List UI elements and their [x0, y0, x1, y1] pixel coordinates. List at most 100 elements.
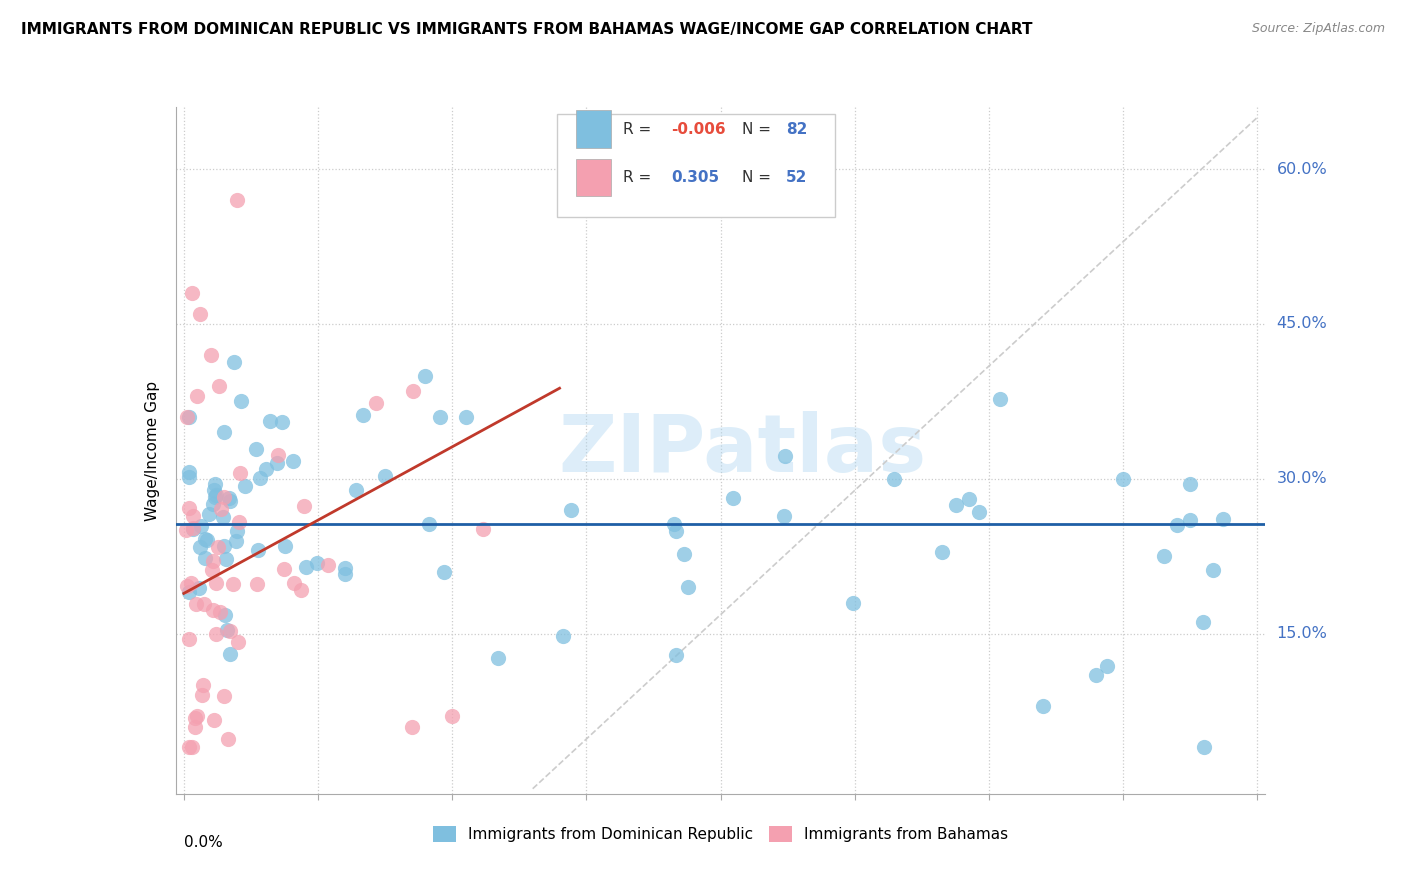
Point [215, 552, 238, 566]
Point [967, 505, 990, 519]
Point [1095, 659, 1118, 673]
Point [202, 713, 225, 727]
Point [176, 579, 198, 593]
Point [441, 709, 464, 723]
Point [352, 408, 374, 422]
Point [1112, 472, 1135, 486]
Point [184, 597, 207, 611]
Point [190, 519, 212, 533]
Point [198, 507, 221, 521]
Point [191, 678, 214, 692]
Point [222, 355, 245, 369]
Point [664, 516, 686, 531]
Point [228, 515, 250, 529]
Text: 45.0%: 45.0% [1277, 317, 1327, 332]
Point [177, 500, 200, 515]
Point [186, 709, 208, 723]
Point [931, 544, 953, 558]
Point [374, 469, 396, 483]
Point [1202, 563, 1225, 577]
Text: 15.0%: 15.0% [1277, 626, 1327, 641]
Point [957, 492, 980, 507]
FancyBboxPatch shape [575, 159, 610, 196]
FancyBboxPatch shape [575, 111, 610, 148]
Point [195, 533, 218, 547]
Text: N =: N = [742, 169, 772, 185]
Point [188, 540, 211, 554]
Point [364, 395, 387, 409]
Point [229, 394, 252, 409]
Point [179, 576, 201, 591]
Text: IMMIGRANTS FROM DOMINICAN REPUBLIC VS IMMIGRANTS FROM BAHAMAS WAGE/INCOME GAP CO: IMMIGRANTS FROM DOMINICAN REPUBLIC VS IM… [21, 22, 1032, 37]
Point [180, 285, 202, 300]
Point [179, 410, 201, 425]
Point [245, 442, 267, 456]
Point [186, 389, 208, 403]
Point [179, 740, 201, 755]
Point [176, 410, 198, 425]
Point [214, 607, 236, 622]
Point [181, 521, 204, 535]
Point [235, 478, 257, 492]
Point [228, 635, 250, 649]
Point [218, 491, 240, 506]
Point [202, 497, 225, 511]
Point [273, 562, 295, 576]
Point [1192, 740, 1215, 755]
Point [226, 524, 249, 538]
Point [204, 490, 226, 504]
Text: 30.0%: 30.0% [1277, 471, 1327, 486]
Point [551, 629, 574, 643]
Point [200, 348, 222, 362]
Point [181, 508, 204, 523]
Point [226, 193, 249, 207]
Point [194, 551, 217, 566]
Text: N =: N = [742, 121, 772, 136]
Point [212, 490, 235, 504]
Point [217, 623, 239, 637]
Point [945, 498, 967, 512]
Point [179, 465, 201, 479]
Point [486, 650, 509, 665]
Point [472, 522, 495, 536]
Point [201, 554, 224, 568]
Point [193, 598, 215, 612]
Point [201, 603, 224, 617]
Point [274, 539, 297, 553]
Point [208, 605, 231, 619]
Point [183, 522, 205, 536]
Point [188, 307, 211, 321]
Point [1166, 518, 1188, 533]
Point [271, 415, 294, 429]
Point [290, 582, 312, 597]
Point [205, 488, 228, 502]
Point [281, 453, 304, 467]
Point [219, 624, 242, 638]
Point [883, 472, 905, 486]
Point [1212, 512, 1234, 526]
Point [267, 448, 290, 462]
Point [344, 483, 367, 497]
Point [179, 585, 201, 599]
Text: 82: 82 [786, 121, 807, 136]
Legend: Immigrants from Dominican Republic, Immigrants from Bahamas: Immigrants from Dominican Republic, Immi… [427, 820, 1014, 848]
Point [672, 547, 695, 561]
Point [211, 510, 233, 524]
Point [188, 581, 211, 595]
Point [401, 720, 423, 734]
Point [316, 558, 339, 573]
Point [418, 517, 440, 532]
Point [204, 575, 226, 590]
Point [307, 556, 329, 570]
Text: 60.0%: 60.0% [1277, 161, 1327, 177]
Point [180, 740, 202, 755]
Point [207, 540, 229, 554]
Point [773, 449, 796, 463]
Point [723, 491, 745, 506]
Point [229, 466, 252, 480]
Point [208, 379, 231, 393]
Point [1032, 699, 1054, 714]
Point [202, 483, 225, 498]
Point [1085, 668, 1108, 682]
Point [176, 523, 198, 537]
